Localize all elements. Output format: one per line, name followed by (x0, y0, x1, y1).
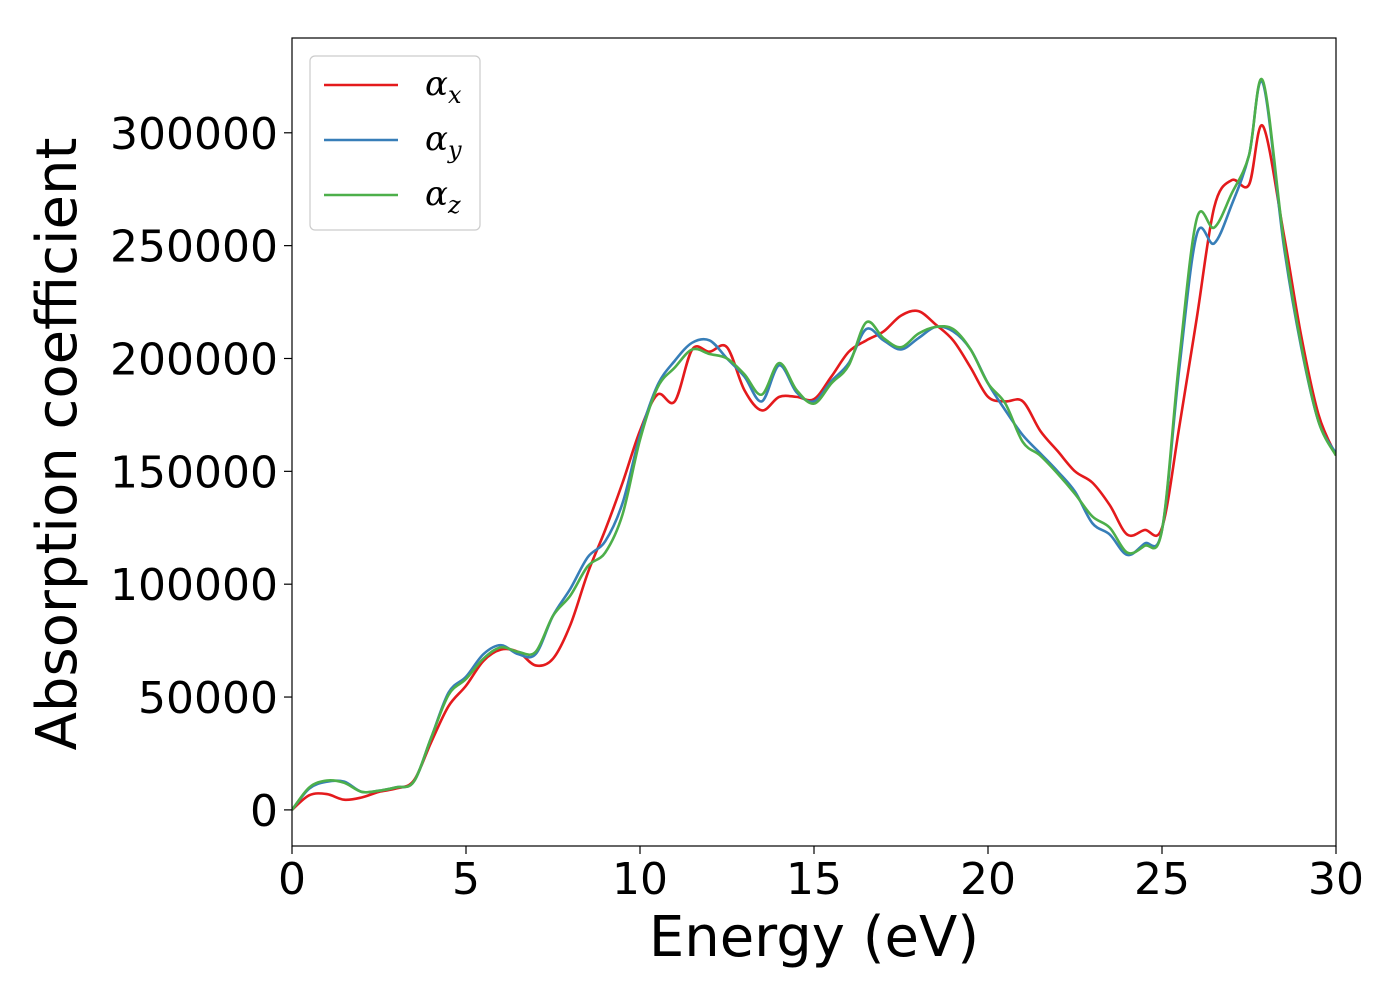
x-tick-label: 0 (278, 854, 306, 905)
x-axis: 0 5 10 15 20 25 30 (278, 846, 1364, 905)
legend-symbol: α (425, 64, 448, 104)
legend-symbol: α (425, 174, 448, 214)
y-axis-title: Absorption coefficient (25, 138, 90, 751)
legend-subscript: y (447, 136, 462, 164)
legend-label-x: αx (425, 64, 462, 109)
x-tick-label: 20 (960, 854, 1016, 905)
y-tick-label: 150000 (110, 447, 278, 498)
y-tick-label: 300000 (110, 109, 278, 160)
x-tick-label: 5 (452, 854, 480, 905)
legend-symbol: α (425, 119, 448, 159)
y-tick-label: 0 (250, 786, 278, 837)
legend-subscript: x (448, 81, 462, 109)
legend-label-z: αz (425, 174, 461, 219)
legend-box (309, 55, 481, 231)
legend-label-y: αy (425, 119, 462, 164)
series-layer (292, 77, 1336, 811)
y-tick-label: 100000 (110, 560, 278, 611)
plot-area (291, 37, 1337, 847)
series-line-z (292, 77, 1336, 811)
legend-subscript: z (447, 191, 461, 219)
y-tick-label: 200000 (110, 334, 278, 385)
x-axis-title: Energy (eV) (649, 905, 979, 970)
x-tick-label: 30 (1308, 854, 1364, 905)
x-tick-label: 10 (612, 854, 668, 905)
series-line-x (292, 124, 1336, 811)
y-tick-label: 50000 (138, 673, 278, 724)
x-tick-label: 15 (786, 854, 842, 905)
y-axis: 0 50000 100000 150000 200000 250000 300000 (110, 109, 292, 837)
y-tick-label: 250000 (110, 222, 278, 273)
x-tick-label: 25 (1134, 854, 1190, 905)
